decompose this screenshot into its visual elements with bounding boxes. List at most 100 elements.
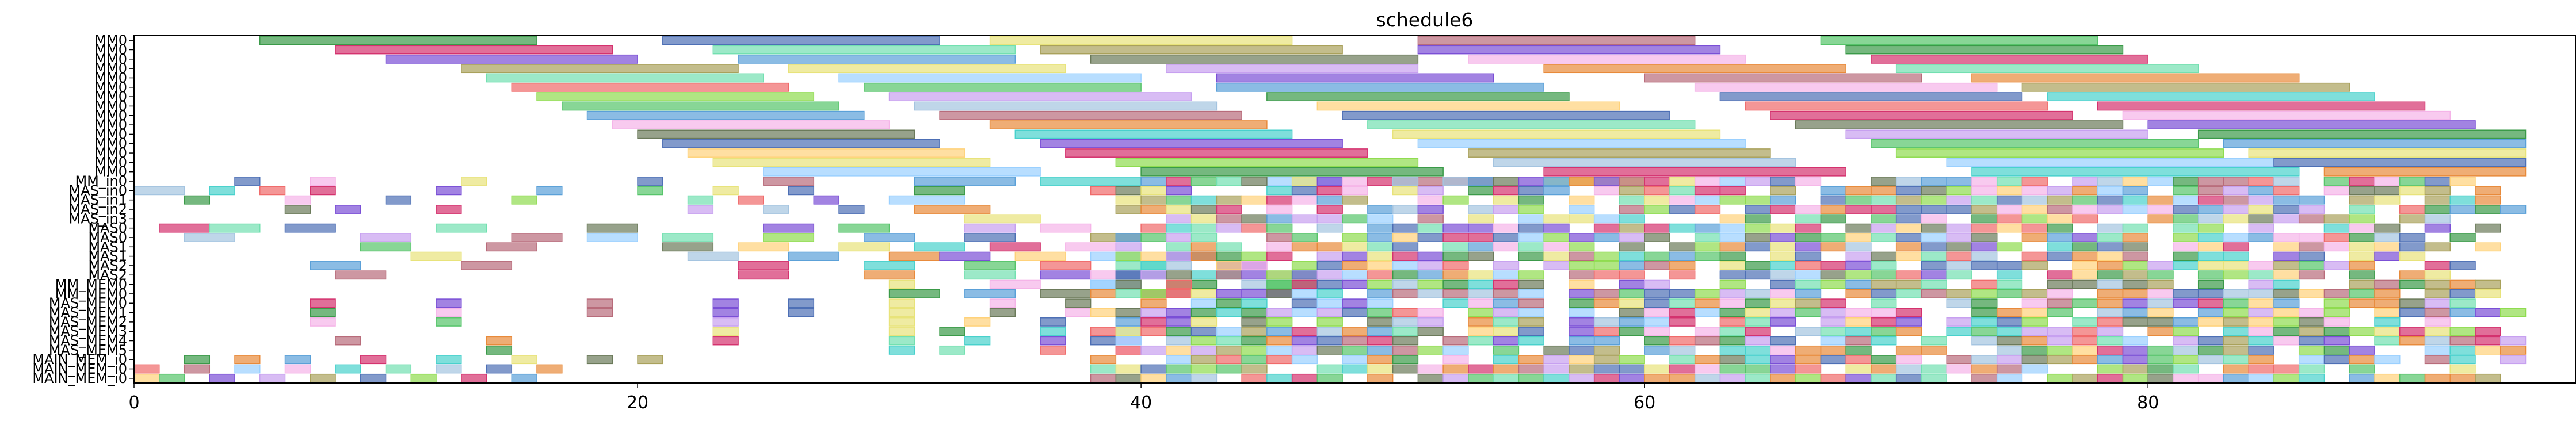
gantt-bar: [1972, 215, 1997, 223]
gantt-bar: [285, 355, 311, 363]
gantt-bar: [1796, 299, 1821, 307]
gantt-bar: [2249, 318, 2274, 326]
gantt-bar: [1745, 299, 1770, 307]
gantt-bar: [2475, 327, 2501, 335]
gantt-bar: [1192, 252, 1217, 260]
gantt-bar: [1846, 224, 1871, 232]
gantt-bar: [461, 374, 487, 382]
gantt-bar: [2249, 280, 2274, 288]
gantt-bar: [1368, 233, 1393, 242]
gantt-bar: [2022, 186, 2047, 194]
gantt-bar: [1544, 374, 1569, 382]
gantt-bar: [1896, 186, 1922, 194]
gantt-bar: [1494, 365, 1519, 373]
gantt-bar: [1216, 327, 1242, 335]
gantt-bar: [2425, 243, 2450, 251]
gantt-bar: [2400, 186, 2425, 194]
gantt-bar: [1292, 196, 1318, 204]
gantt-bar: [2123, 205, 2148, 213]
gantt-bar: [990, 299, 1016, 307]
gantt-bar: [1670, 271, 1695, 279]
gantt-bar: [1216, 74, 1493, 82]
gantt-bar: [1670, 308, 1695, 316]
gantt-bar: [2425, 262, 2450, 270]
gantt-bar: [1116, 308, 1141, 316]
gantt-bar: [1670, 196, 1695, 204]
gantt-bar: [1644, 374, 1670, 382]
gantt-bar: [688, 149, 965, 157]
gantt-bar: [1770, 262, 1796, 270]
gantt-bar: [1468, 233, 1494, 242]
gantt-bar: [1116, 243, 1141, 251]
gantt-bar: [1518, 280, 1544, 288]
gantt-bar: [2249, 336, 2274, 344]
gantt-bar: [1594, 365, 1620, 373]
gantt-bar: [1921, 205, 1947, 213]
gantt-bar: [2375, 290, 2400, 298]
gantt-bar: [2098, 365, 2123, 373]
gantt-bar: [1418, 280, 1443, 288]
gantt-bar: [2349, 252, 2375, 260]
gantt-bar: [2425, 280, 2450, 288]
gantt-bar: [1317, 271, 1342, 279]
gantt-bar: [1342, 327, 1368, 335]
gantt-bar: [209, 374, 235, 382]
gantt-bar: [1695, 336, 1720, 344]
gantt-bar: [1267, 271, 1292, 279]
gantt-bar: [2274, 290, 2299, 298]
gantt-bar: [1368, 205, 1393, 213]
gantt-bar: [965, 336, 990, 344]
gantt-bar: [1997, 346, 2022, 354]
gantt-bar: [2324, 327, 2349, 335]
gantt-bar: [2047, 280, 2073, 288]
gantt-bar: [1216, 196, 1242, 204]
gantt-bar: [2400, 252, 2425, 260]
gantt-bar: [1921, 243, 1947, 251]
gantt-bar: [789, 64, 1066, 72]
gantt-bar: [2274, 299, 2299, 307]
gantt-bar: [1821, 196, 1846, 204]
gantt-bar: [2425, 346, 2450, 354]
gantt-bar: [1720, 280, 1745, 288]
gantt-bar: [512, 374, 537, 382]
y-tick-label: MAIN_MEM_i0: [32, 370, 127, 386]
gantt-bar: [1770, 374, 1796, 382]
gantt-bar: [1418, 45, 1720, 53]
gantt-bar: [1317, 252, 1342, 260]
gantt-bar: [1997, 224, 2022, 232]
gantt-bar: [1695, 233, 1720, 242]
gantt-bar: [1921, 186, 1947, 194]
gantt-bar: [1695, 243, 1720, 251]
gantt-bar: [185, 233, 235, 242]
gantt-bar: [1418, 374, 1443, 382]
gantt-bar: [2098, 318, 2123, 326]
gantt-bar: [1644, 177, 1670, 185]
gantt-bar: [1518, 374, 1544, 382]
gantt-bar: [436, 205, 461, 213]
gantt-bar: [1997, 365, 2022, 373]
gantt-bar: [1619, 280, 1644, 288]
gantt-bar: [890, 280, 915, 288]
gantt-bar: [2123, 271, 2148, 279]
gantt-bar: [1569, 290, 1594, 298]
gantt-bar: [1518, 318, 1544, 326]
gantt-bar: [209, 224, 260, 232]
gantt-bar: [1569, 318, 1594, 326]
gantt-bar: [1594, 374, 1620, 382]
gantt-bar: [2349, 327, 2375, 335]
gantt-bar: [2223, 290, 2249, 298]
gantt-bar: [2450, 205, 2475, 213]
gantt-bar: [1544, 252, 1569, 260]
gantt-bar: [1267, 327, 1292, 335]
gantt-bar: [1518, 252, 1544, 260]
gantt-bar: [1368, 318, 1393, 326]
gantt-bar: [713, 158, 990, 166]
gantt-bar: [1166, 64, 1418, 72]
gantt-bar: [1619, 318, 1644, 326]
gantt-bar: [2148, 271, 2173, 279]
gantt-bar: [1015, 130, 1292, 138]
gantt-bar: [1921, 262, 1947, 270]
gantt-bar: [1292, 355, 1318, 363]
gantt-bar: [1896, 149, 2224, 157]
gantt-bar: [1770, 336, 1796, 344]
